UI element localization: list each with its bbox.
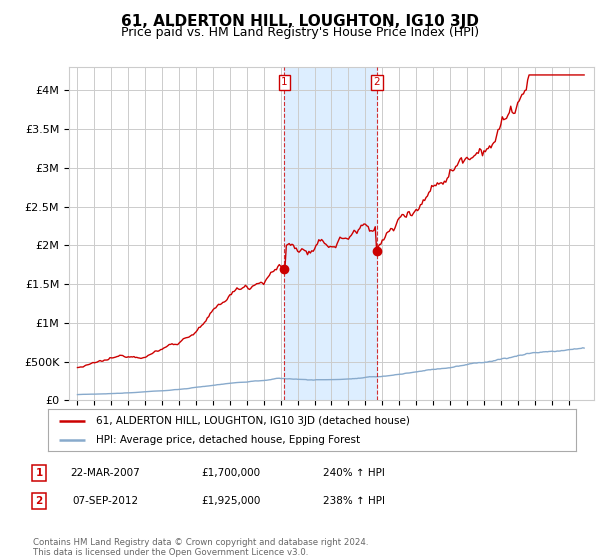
Text: 22-MAR-2007: 22-MAR-2007 [70, 468, 140, 478]
Text: Contains HM Land Registry data © Crown copyright and database right 2024.
This d: Contains HM Land Registry data © Crown c… [33, 538, 368, 557]
Text: Price paid vs. HM Land Registry's House Price Index (HPI): Price paid vs. HM Land Registry's House … [121, 26, 479, 39]
Text: 238% ↑ HPI: 238% ↑ HPI [323, 496, 385, 506]
Text: 61, ALDERTON HILL, LOUGHTON, IG10 3JD: 61, ALDERTON HILL, LOUGHTON, IG10 3JD [121, 14, 479, 29]
Text: 61, ALDERTON HILL, LOUGHTON, IG10 3JD (detached house): 61, ALDERTON HILL, LOUGHTON, IG10 3JD (d… [95, 416, 409, 426]
Text: 2: 2 [35, 496, 43, 506]
Text: 2: 2 [374, 77, 380, 87]
Text: 1: 1 [281, 77, 288, 87]
Bar [284, 67, 377, 400]
Text: £1,925,000: £1,925,000 [202, 496, 260, 506]
Text: 1: 1 [35, 468, 43, 478]
Text: £1,700,000: £1,700,000 [202, 468, 260, 478]
Text: HPI: Average price, detached house, Epping Forest: HPI: Average price, detached house, Eppi… [95, 435, 359, 445]
Text: 240% ↑ HPI: 240% ↑ HPI [323, 468, 385, 478]
Text: 07-SEP-2012: 07-SEP-2012 [72, 496, 138, 506]
